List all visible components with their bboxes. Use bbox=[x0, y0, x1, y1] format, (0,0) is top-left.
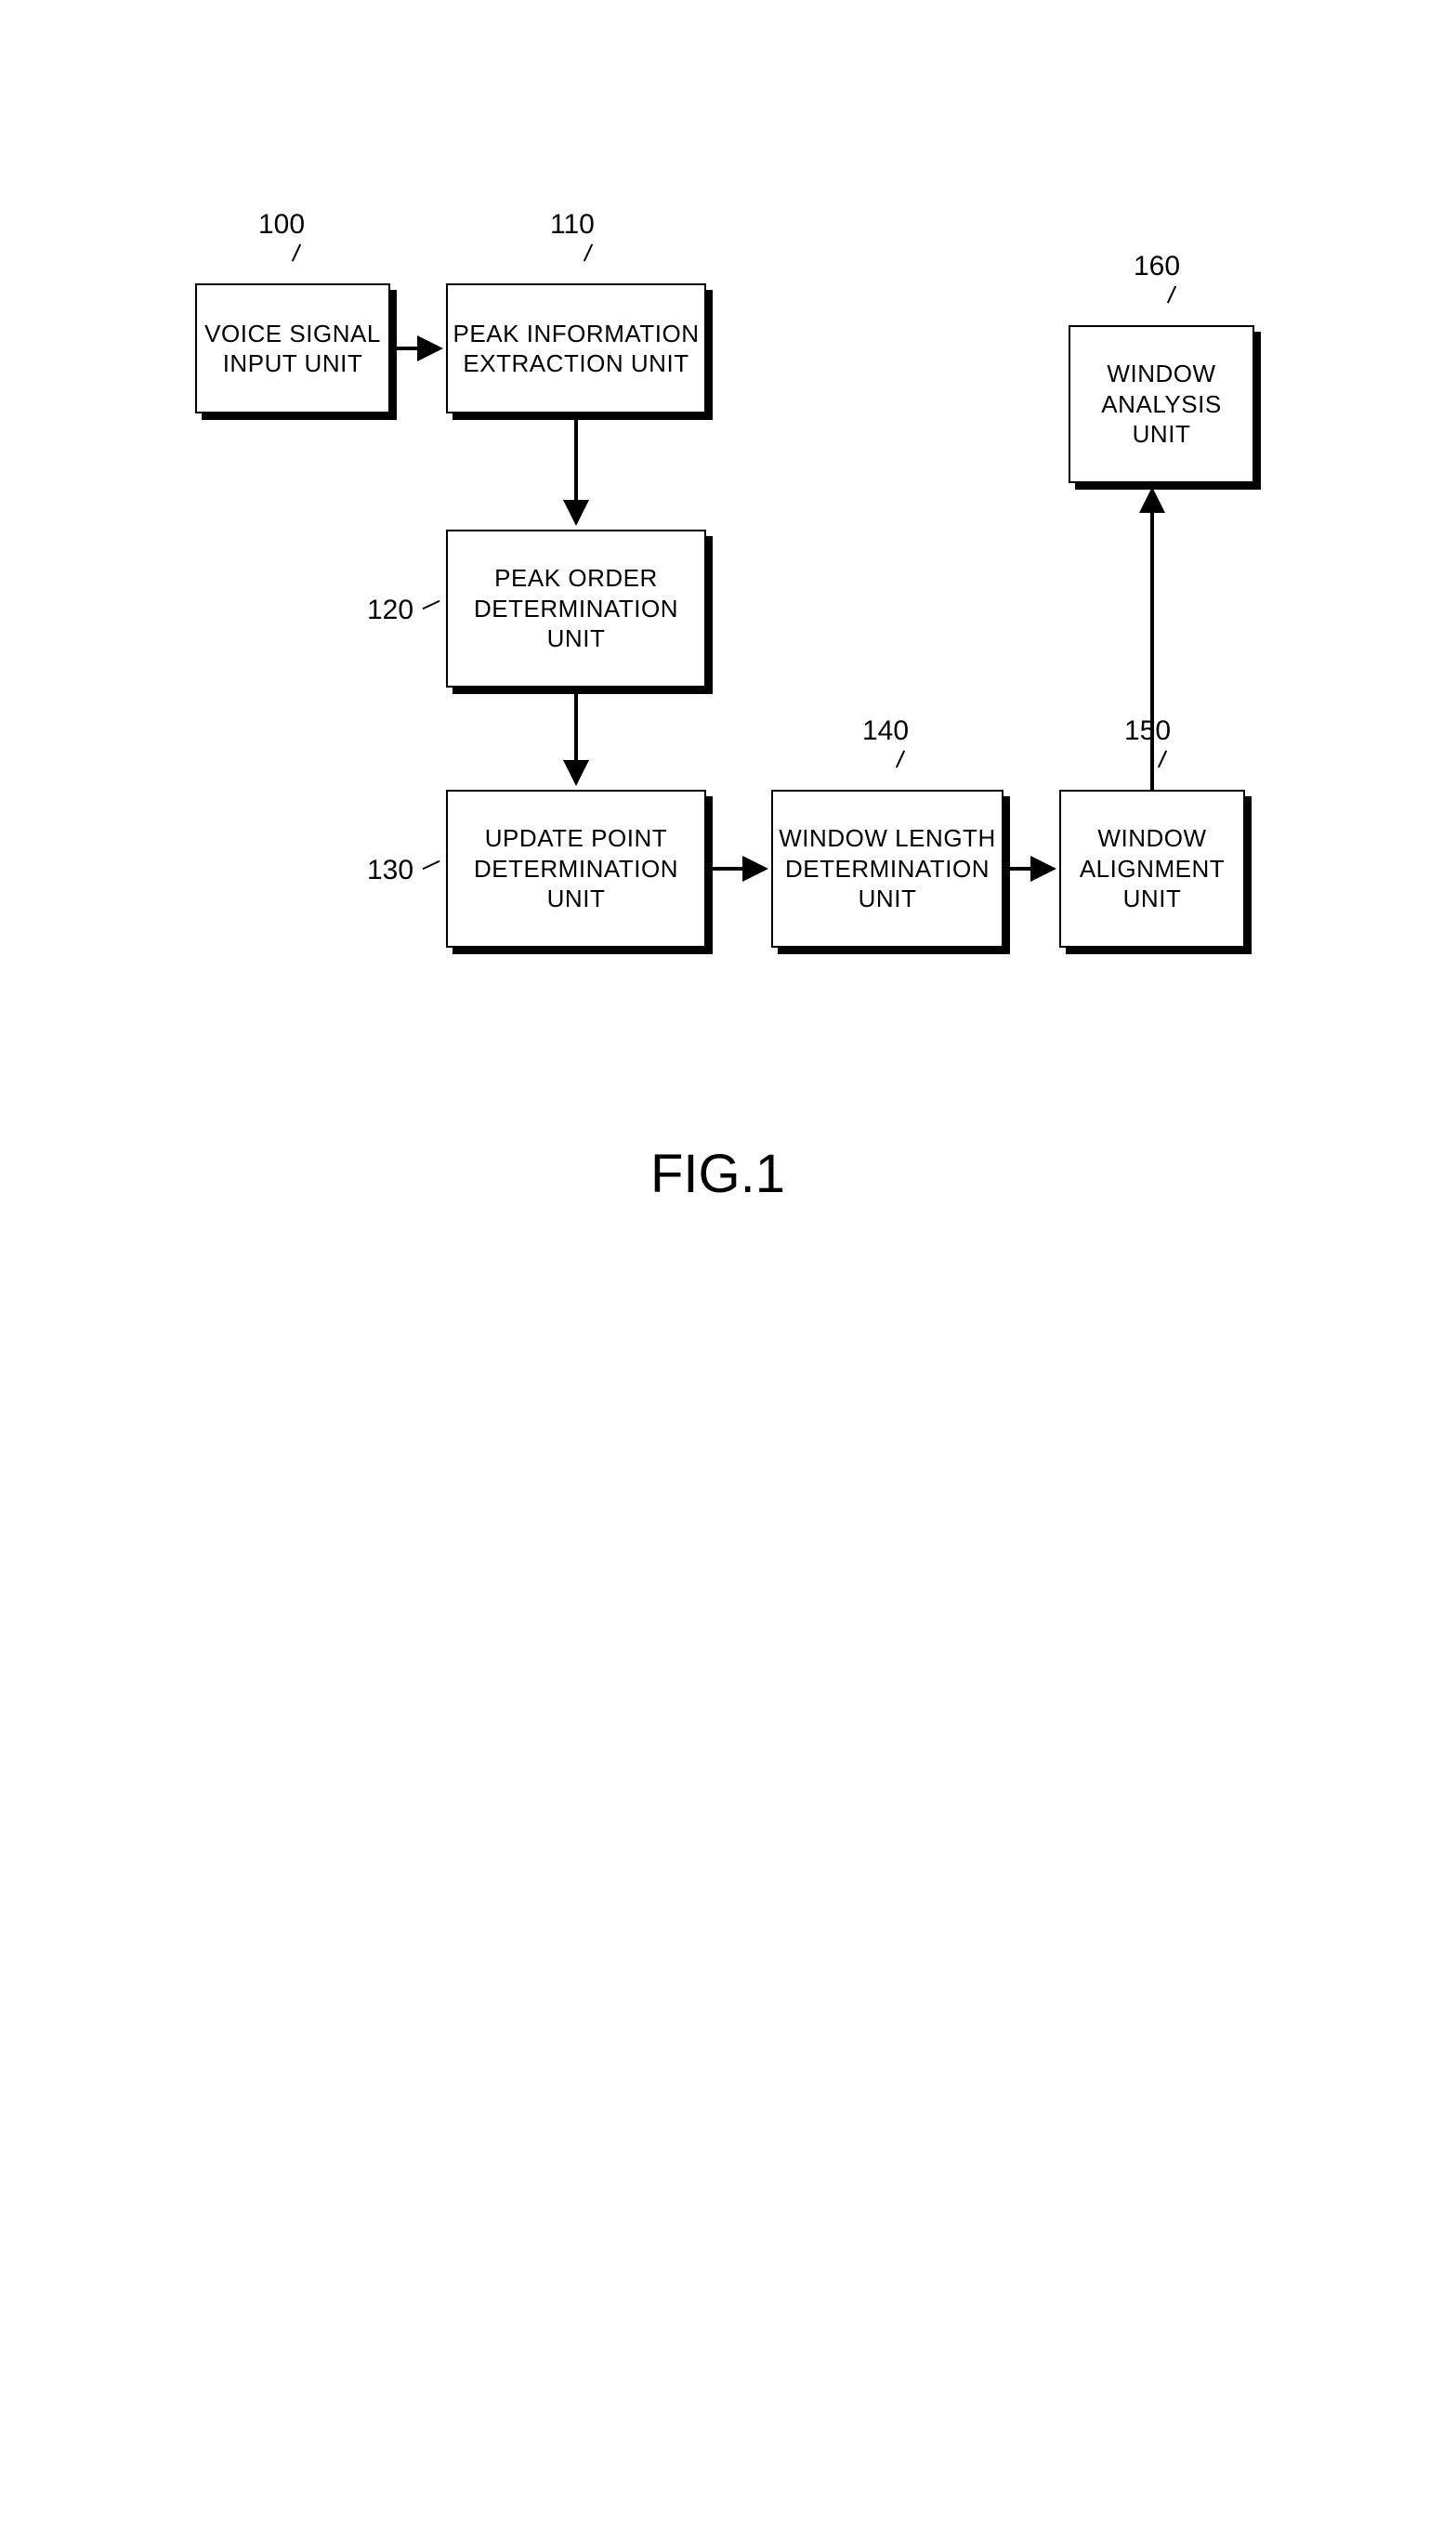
node-peak-order-determination: PEAK ORDERDETERMINATIONUNIT bbox=[446, 530, 706, 688]
node-label: PEAK INFORMATIONEXTRACTION UNIT bbox=[446, 283, 706, 413]
ref-tick bbox=[1167, 286, 1176, 304]
node-update-point-determination: UPDATE POINTDETERMINATIONUNIT bbox=[446, 790, 706, 948]
ref-label-150: 150 bbox=[1124, 715, 1171, 747]
node-label: WINDOWALIGNMENTUNIT bbox=[1059, 790, 1245, 948]
ref-tick bbox=[423, 600, 440, 610]
ref-label-100: 100 bbox=[258, 209, 305, 241]
ref-label-110: 110 bbox=[550, 209, 595, 241]
node-voice-signal-input: VOICE SIGNALINPUT UNIT bbox=[195, 283, 390, 413]
ref-tick bbox=[1158, 751, 1167, 768]
node-label: PEAK ORDERDETERMINATIONUNIT bbox=[446, 530, 706, 688]
ref-tick bbox=[292, 244, 301, 262]
node-window-analysis: WINDOWANALYSISUNIT bbox=[1069, 325, 1254, 483]
node-label: UPDATE POINTDETERMINATIONUNIT bbox=[446, 790, 706, 948]
ref-label-120: 120 bbox=[367, 595, 413, 626]
ref-label-130: 130 bbox=[367, 855, 413, 886]
ref-label-160: 160 bbox=[1134, 251, 1180, 282]
node-label: WINDOW LENGTHDETERMINATIONUNIT bbox=[771, 790, 1003, 948]
ref-tick bbox=[423, 860, 440, 870]
node-peak-information-extraction: PEAK INFORMATIONEXTRACTION UNIT bbox=[446, 283, 706, 413]
node-label: WINDOWANALYSISUNIT bbox=[1069, 325, 1254, 483]
ref-tick bbox=[584, 244, 593, 262]
node-window-length-determination: WINDOW LENGTHDETERMINATIONUNIT bbox=[771, 790, 1003, 948]
ref-tick bbox=[896, 751, 905, 768]
figure-caption: FIG.1 bbox=[650, 1143, 785, 1205]
node-window-alignment: WINDOWALIGNMENTUNIT bbox=[1059, 790, 1245, 948]
ref-label-140: 140 bbox=[862, 715, 909, 747]
diagram-page: VOICE SIGNALINPUT UNIT 100 PEAK INFORMAT… bbox=[0, 0, 1456, 2530]
node-label: VOICE SIGNALINPUT UNIT bbox=[195, 283, 390, 413]
